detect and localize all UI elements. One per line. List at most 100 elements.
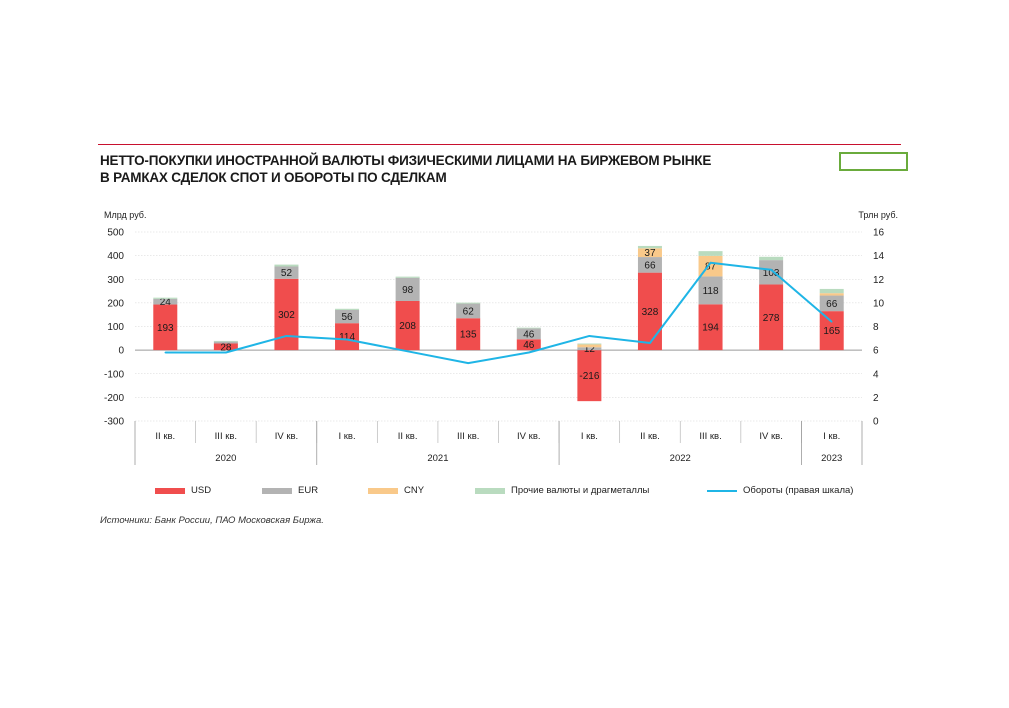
data-label-eur-11: 66 <box>826 299 838 310</box>
y2-tick-label: 6 <box>873 346 879 357</box>
bar-other-6 <box>516 327 541 329</box>
bar-usd-10 <box>759 284 784 351</box>
year-label-2022: 2022 <box>670 453 691 464</box>
year-label-2020: 2020 <box>215 453 236 464</box>
data-label-usd-8: 328 <box>642 307 659 318</box>
bar-usd-3 <box>335 323 360 351</box>
bar-eur-7 <box>577 347 602 351</box>
y-axis-title: Млрд руб. <box>104 210 146 220</box>
y-tick-label: -100 <box>104 369 124 380</box>
bar-eur-5 <box>456 303 481 319</box>
chart-title-line-1: НЕТТО-ПОКУПКИ ИНОСТРАННОЙ ВАЛЮТЫ ФИЗИЧЕС… <box>100 153 712 168</box>
x-tick-label: III кв. <box>699 431 721 442</box>
bar-other-11 <box>819 288 844 294</box>
legend-item-turnover: Обороты (правая шкала) <box>707 485 853 496</box>
bar-eur-0 <box>153 298 178 305</box>
bar-other-4 <box>395 276 420 278</box>
data-label-eur-8: 66 <box>644 260 656 271</box>
green-frame-box <box>839 152 908 171</box>
turnover-point-1 <box>225 351 227 354</box>
x-tick-label: II кв. <box>640 431 660 442</box>
top-red-rule <box>98 144 901 145</box>
data-label-usd-7: -216 <box>579 371 599 382</box>
y2-tick-label: 0 <box>873 417 879 428</box>
legend-item-usd: USD <box>155 485 211 496</box>
bar-usd-8 <box>637 272 662 351</box>
bar-cny-7 <box>577 344 602 348</box>
legend-swatch-other <box>475 487 505 494</box>
bar-other-9 <box>698 251 723 256</box>
turnover-point-10 <box>770 269 772 271</box>
y2-tick-label: 16 <box>873 228 885 239</box>
legend-swatch-turnover <box>707 489 737 492</box>
bar-other-7 <box>577 343 602 345</box>
bar-other-8 <box>637 245 662 249</box>
y-tick-label: 0 <box>118 346 124 357</box>
data-label-eur-7: 12 <box>584 344 596 355</box>
turnover-point-4 <box>406 350 409 353</box>
data-label-eur-9: 118 <box>703 286 719 297</box>
x-tick-label: I кв. <box>581 431 598 442</box>
y-tick-label: 300 <box>107 275 124 286</box>
legend-label-turnover: Обороты (правая шкала) <box>743 485 854 496</box>
data-label-usd-4: 208 <box>399 321 416 332</box>
bar-eur-11 <box>819 295 844 312</box>
data-label-usd-5: 135 <box>460 330 477 341</box>
data-label-eur-10: 103 <box>763 268 780 279</box>
bar-other-2 <box>274 264 299 267</box>
data-label-usd-0: 193 <box>157 323 174 334</box>
bar-other-10 <box>759 256 784 261</box>
data-label-eur-6: 46 <box>523 329 535 340</box>
bar-usd-4 <box>395 300 420 351</box>
bar-eur-9 <box>698 276 723 305</box>
x-tick-label: II кв. <box>398 431 418 442</box>
year-label-2021: 2021 <box>427 453 448 464</box>
x-tick-label: IV кв. <box>275 431 298 442</box>
bar-other-3 <box>335 308 360 310</box>
source-note: Источники: Банк России, ПАО Московская Б… <box>100 515 324 526</box>
legend-item-cny: CNY <box>368 485 424 496</box>
turnover-point-0 <box>164 351 167 354</box>
legend-label-eur: EUR <box>298 485 319 496</box>
turnover-point-2 <box>285 335 288 337</box>
turnover-line <box>165 261 833 365</box>
bar-eur-3 <box>335 309 360 324</box>
data-label-usd-2: 302 <box>278 310 295 321</box>
data-label-eur-0: 24 <box>160 297 172 308</box>
bar-usd-6 <box>516 339 541 351</box>
bar-eur-4 <box>395 277 420 301</box>
turnover-point-11 <box>830 320 833 323</box>
turnover-point-8 <box>649 342 651 344</box>
x-tick-label: IV кв. <box>517 431 540 442</box>
chart-title: НЕТТО-ПОКУПКИ ИНОСТРАННОЙ ВАЛЮТЫ ФИЗИЧЕС… <box>100 152 800 186</box>
bar-eur-10 <box>759 260 784 285</box>
turnover-point-5 <box>467 362 470 364</box>
chart-title-line-2: В РАМКАХ СДЕЛОК СПОТ И ОБОРОТЫ ПО СДЕЛКА… <box>100 170 447 185</box>
y2-tick-label: 12 <box>873 275 885 286</box>
bar-usd-7 <box>577 350 602 402</box>
y2-tick-label: 2 <box>873 393 879 404</box>
turnover-point-9 <box>709 261 712 264</box>
bar-other-0 <box>153 297 178 299</box>
y-tick-label: 500 <box>107 228 124 239</box>
data-label-cny-9: 87 <box>705 262 717 273</box>
y2-tick-label: 14 <box>873 251 885 262</box>
bar-usd-11 <box>819 311 844 351</box>
data-label-eur-4: 98 <box>402 285 414 296</box>
turnover-point-3 <box>346 338 348 341</box>
year-label-2023: 2023 <box>821 453 842 464</box>
turnover-point-7 <box>588 335 591 337</box>
y2-axis-title: Трлн руб. <box>858 210 898 220</box>
x-tick-label: III кв. <box>457 431 479 442</box>
data-label-usd-9: 194 <box>702 323 719 334</box>
x-tick-label: III кв. <box>215 431 237 442</box>
legend-swatch-eur <box>262 487 292 494</box>
bar-usd-0 <box>153 304 178 351</box>
data-label-cny-8: 37 <box>644 248 656 259</box>
legend-label-usd: USD <box>191 485 212 496</box>
legend-item-other: Прочие валюты и драгметаллы <box>475 485 649 496</box>
y2-tick-label: 4 <box>873 369 879 380</box>
y-tick-label: 400 <box>107 251 124 262</box>
turnover-point-6 <box>527 351 530 354</box>
bar-other-1 <box>213 340 238 342</box>
